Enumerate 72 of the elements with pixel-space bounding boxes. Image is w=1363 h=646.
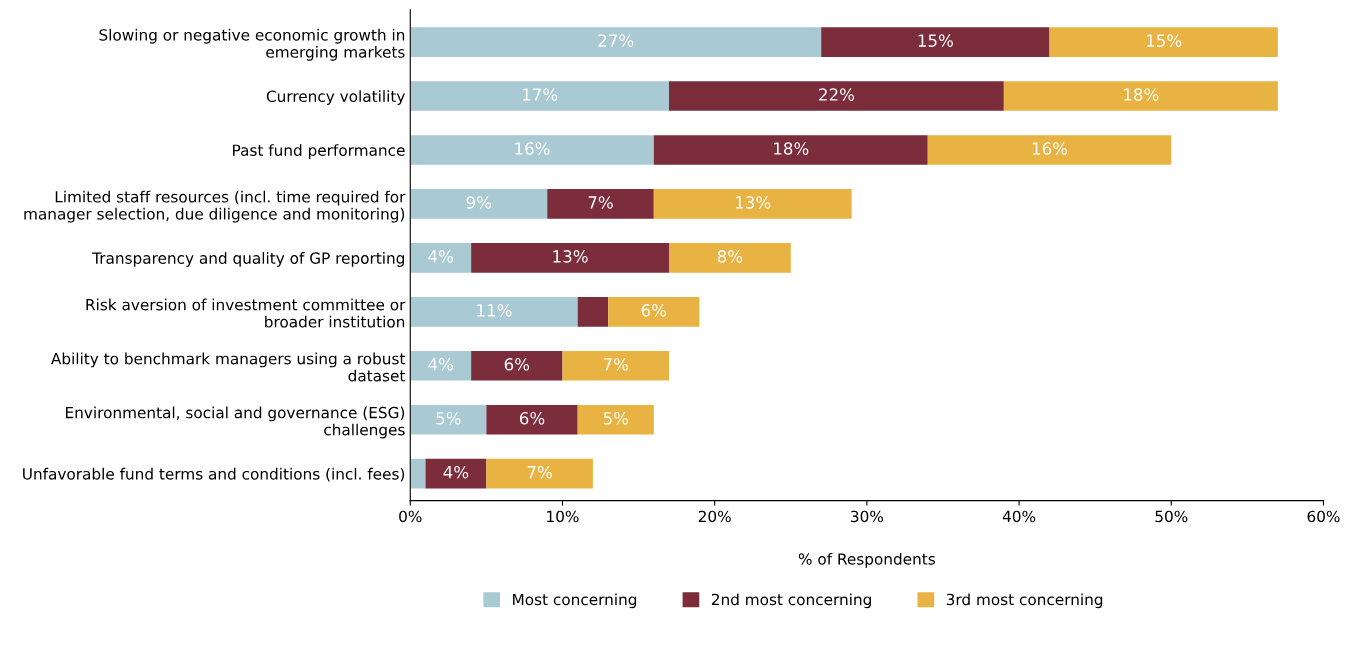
data-label: 9% — [466, 196, 492, 209]
legend-label: 2nd most concerning — [711, 593, 871, 609]
data-label: 18% — [1124, 88, 1159, 101]
bar — [669, 243, 791, 273]
bar — [425, 458, 487, 489]
y-tick-label: Transparency and quality of GP reporting — [92, 252, 405, 267]
bar — [669, 81, 1004, 111]
y-tick-label: Currency volatility — [266, 90, 405, 105]
data-label: 7% — [527, 465, 552, 479]
x-tick-label: 60% — [1307, 510, 1340, 523]
data-label: 16% — [1032, 142, 1068, 155]
bar — [410, 243, 472, 273]
data-label: 5% — [603, 411, 629, 425]
data-label: 11% — [477, 304, 512, 317]
bar — [653, 135, 928, 165]
data-label: 8% — [717, 250, 743, 263]
y-tick-label: Environmental, social and governance (ESG) challenges — [66, 406, 405, 439]
data-label: 7% — [588, 196, 613, 209]
data-label: 4% — [443, 465, 469, 479]
data-label: 6% — [504, 358, 530, 371]
bar — [577, 296, 609, 327]
data-label: 4% — [428, 358, 453, 371]
y-tick-label: Unfavorable fund terms and conditions (incl. fees) — [23, 467, 405, 482]
y-tick-label: Past fund performance — [233, 144, 405, 159]
bar — [410, 135, 654, 165]
bar — [410, 350, 472, 381]
x-tick-label: 30% — [851, 510, 883, 523]
data-label: 15% — [1146, 34, 1182, 47]
bar — [927, 135, 1172, 165]
data-label: 13% — [553, 250, 588, 263]
legend-label: 3rd most concerning — [946, 593, 1103, 609]
x-tick-label: 0% — [399, 510, 422, 523]
bar — [486, 458, 593, 489]
bar — [562, 350, 670, 381]
bar — [410, 404, 487, 435]
bar — [410, 189, 548, 219]
y-tick-label: Risk aversion of investment committee or broader institution — [86, 298, 406, 328]
y-tick-label: Limited staff resources (incl. time required for manager selection, due diligence and monitoring) — [24, 190, 406, 223]
bar — [410, 27, 822, 57]
bar — [410, 296, 578, 327]
data-label: 22% — [819, 88, 855, 101]
bar — [486, 404, 578, 435]
data-label: 27% — [598, 34, 634, 47]
bar — [410, 81, 670, 111]
x-tick-label: 20% — [698, 510, 731, 523]
data-label: 18% — [774, 142, 809, 155]
bar — [1003, 81, 1278, 111]
data-label: 15% — [918, 34, 953, 47]
data-label: 6% — [641, 304, 667, 317]
data-label: 7% — [603, 358, 629, 371]
x-axis-title: % of Respondents — [798, 552, 935, 568]
bar — [547, 189, 654, 219]
legend-label: Most concerning — [513, 593, 637, 609]
y-tick-label: Slowing or negative economic growth in emerging markets — [99, 28, 405, 61]
data-label: 6% — [519, 411, 545, 425]
x-tick-label: 50% — [1155, 510, 1188, 523]
bar — [608, 296, 700, 327]
bar — [821, 27, 1050, 57]
bar — [410, 458, 426, 489]
bar — [471, 243, 670, 273]
data-label: 5% — [436, 411, 461, 425]
y-tick-label: Ability to benchmark managers using a robust dataset — [51, 352, 406, 382]
bar — [653, 189, 852, 219]
data-label: 4% — [428, 250, 453, 263]
x-tick-label: 10% — [547, 510, 579, 523]
data-label: 17% — [522, 88, 558, 101]
data-label: 16% — [515, 142, 550, 155]
bar — [471, 350, 563, 381]
data-label: 13% — [736, 196, 771, 209]
bar — [1049, 27, 1278, 57]
x-tick-label: 40% — [1002, 510, 1036, 523]
bar — [577, 404, 654, 435]
